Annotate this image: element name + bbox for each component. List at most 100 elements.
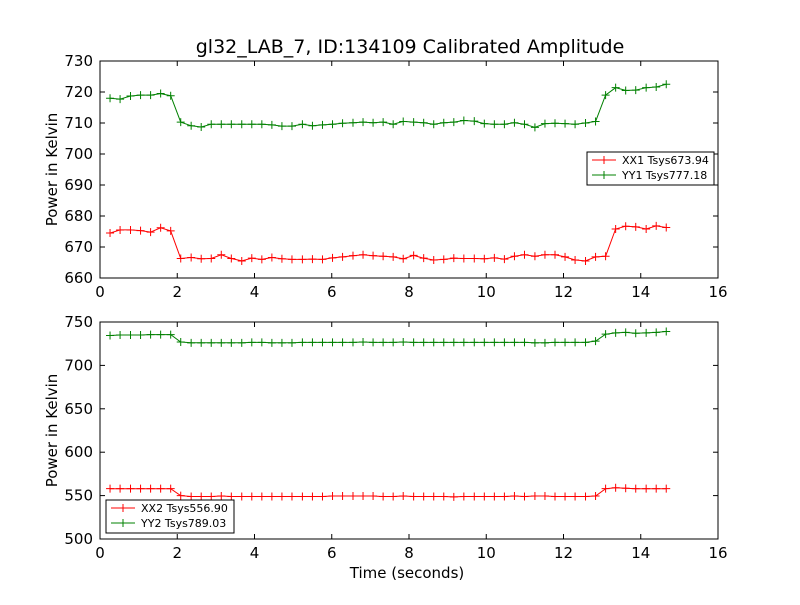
chart-title: gl32_LAB_7, ID:134109 Calibrated Amplitu…	[196, 36, 625, 58]
data-point	[126, 92, 135, 101]
data-point	[480, 119, 489, 128]
data-point	[136, 226, 145, 235]
data-point	[581, 119, 590, 127]
data-point	[187, 338, 196, 347]
data-point	[429, 338, 438, 347]
data-point	[106, 331, 115, 340]
data-point	[287, 255, 296, 264]
data-point	[652, 328, 661, 337]
data-point	[369, 338, 378, 347]
data-point	[581, 338, 590, 347]
data-point	[267, 253, 276, 262]
data-point	[237, 256, 246, 265]
data-point	[379, 118, 388, 127]
data-point	[419, 338, 428, 347]
data-point	[197, 254, 206, 263]
data-point	[480, 254, 489, 263]
y-tick-label: 690	[64, 176, 93, 194]
data-point	[187, 492, 196, 501]
data-point	[470, 117, 479, 126]
x-tick-label: 8	[404, 544, 414, 562]
legend-label: YY1 Tsys777.18	[621, 169, 707, 182]
data-point	[227, 254, 236, 263]
data-point	[287, 338, 296, 347]
data-point	[551, 492, 560, 501]
data-point	[510, 252, 519, 261]
data-point	[227, 338, 236, 347]
data-point	[227, 492, 236, 501]
data-point	[652, 484, 661, 493]
data-point	[359, 337, 368, 346]
x-tick-label: 8	[404, 283, 414, 301]
x-tick-label: 14	[631, 283, 650, 301]
x-tick-label: 4	[250, 544, 260, 562]
data-point	[540, 338, 549, 347]
x-tick-label: 12	[554, 283, 573, 301]
data-point	[237, 120, 246, 129]
data-point	[369, 492, 378, 501]
data-point	[439, 255, 448, 264]
data-point	[642, 83, 651, 92]
data-point	[328, 253, 337, 262]
data-point	[540, 492, 549, 501]
data-point	[571, 256, 580, 265]
data-point	[116, 95, 125, 104]
data-point	[399, 337, 408, 346]
data-point	[298, 492, 307, 501]
x-tick-label: 0	[95, 544, 105, 562]
data-point	[197, 492, 206, 501]
data-point	[551, 119, 560, 128]
data-point	[520, 338, 529, 347]
data-point	[116, 225, 125, 234]
legend-label: YY2 Tsys789.03	[140, 517, 226, 530]
data-point	[328, 120, 337, 129]
data-point	[611, 328, 620, 337]
data-point	[591, 117, 600, 126]
y-tick-label: 500	[64, 530, 93, 548]
y-tick-label: 650	[64, 400, 93, 418]
x-tick-label: 6	[327, 544, 337, 562]
data-point	[287, 492, 296, 501]
data-point	[611, 83, 620, 92]
data-point	[449, 118, 458, 127]
data-point	[561, 492, 570, 501]
y-tick-label: 750	[64, 313, 93, 331]
data-point	[439, 338, 448, 347]
plot-frame	[99, 321, 719, 540]
data-point	[601, 330, 610, 339]
data-point	[470, 338, 479, 347]
data-point	[267, 492, 276, 501]
data-point	[257, 492, 266, 501]
data-point	[328, 492, 337, 501]
data-point	[277, 254, 286, 263]
data-point	[146, 330, 155, 339]
series-2	[106, 327, 671, 347]
data-point	[197, 123, 206, 132]
data-point	[166, 226, 175, 235]
data-point	[551, 338, 560, 347]
legend-box	[105, 499, 235, 534]
data-point	[116, 331, 125, 340]
data-point	[419, 492, 428, 501]
data-point	[318, 255, 327, 264]
data-point	[439, 118, 448, 127]
data-point	[490, 253, 499, 262]
data-point	[571, 120, 580, 129]
data-point	[540, 119, 549, 128]
data-point	[237, 338, 246, 347]
x-tick-label: 16	[708, 283, 727, 301]
series-2	[106, 80, 671, 132]
data-point	[166, 330, 175, 339]
data-point	[520, 120, 529, 129]
data-point	[247, 492, 256, 501]
data-point	[419, 118, 428, 127]
legend: XX1 Tsys673.94 YY1 Tsys777.18	[586, 151, 715, 186]
y-tick-label: 730	[64, 52, 93, 70]
x-tick-label: 4	[250, 283, 260, 301]
data-point	[642, 225, 651, 234]
data-point	[106, 229, 115, 238]
data-point	[247, 254, 256, 263]
data-point	[601, 484, 610, 493]
x-tick-label: 10	[477, 544, 496, 562]
x-tick-label: 2	[172, 283, 182, 301]
